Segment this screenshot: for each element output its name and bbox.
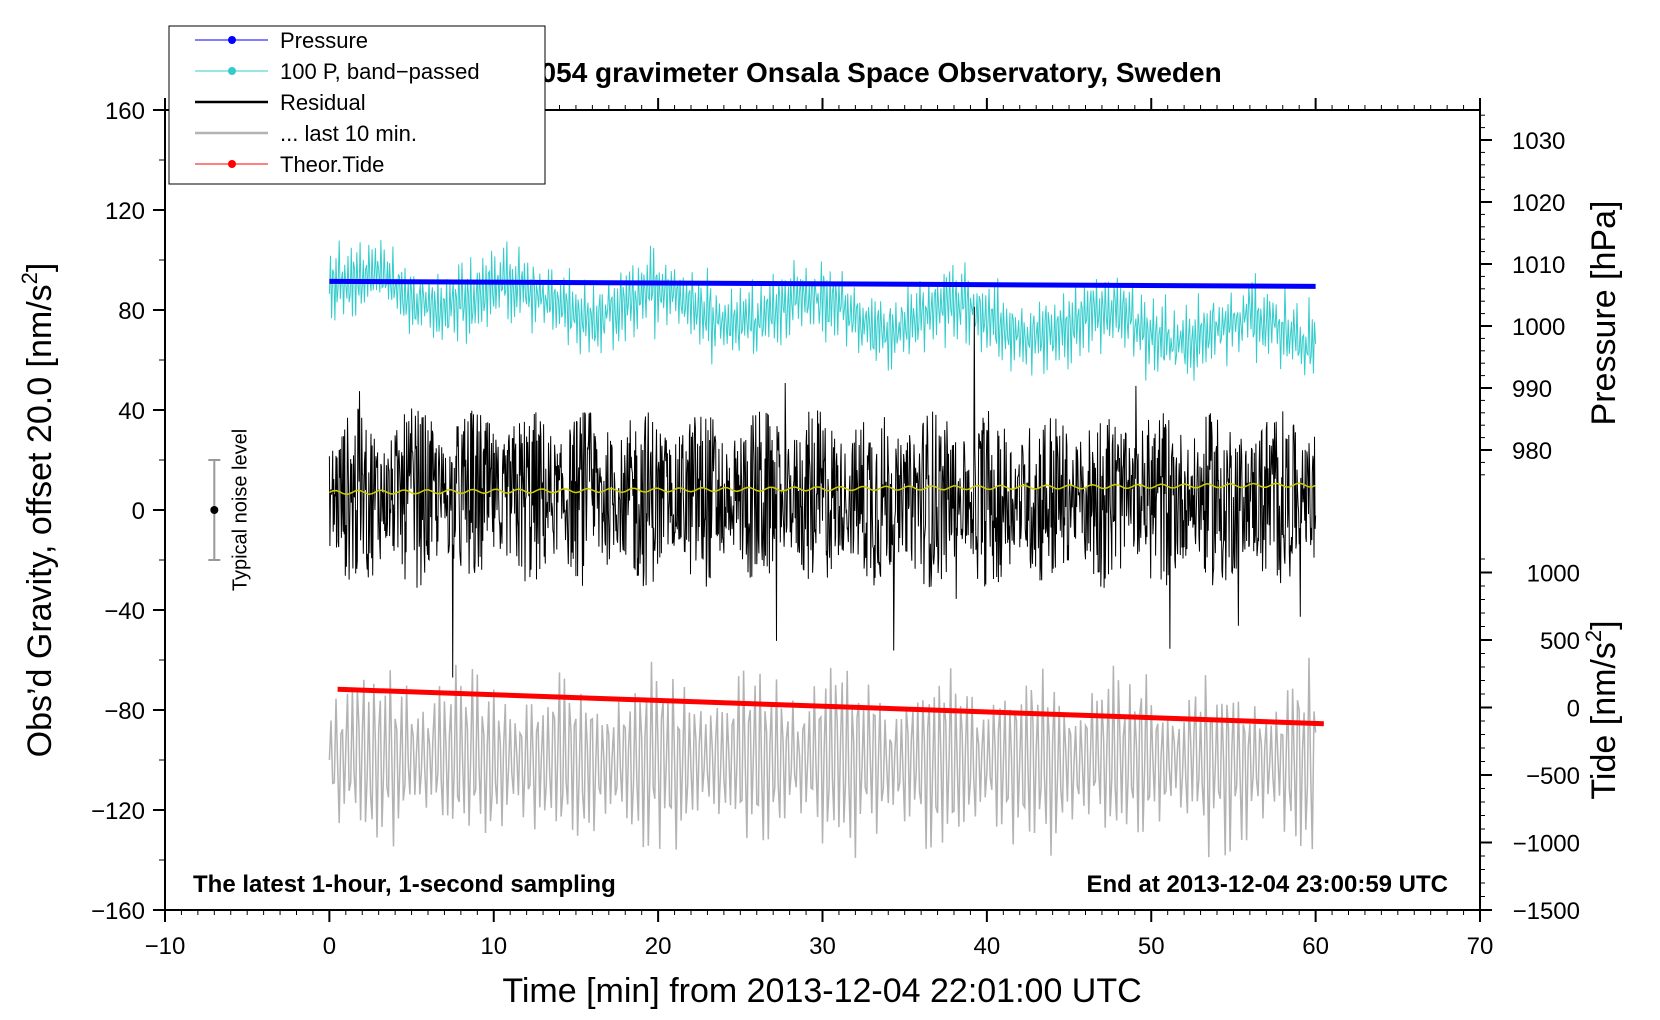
y-axis-label-tide-sup: 2 <box>1581 630 1606 642</box>
tide-tick-label: −1500 <box>1513 898 1580 925</box>
y-tick-label: −80 <box>104 698 145 725</box>
y-tick-label: 40 <box>118 398 145 425</box>
x-axis-label: Time [min] from 2013-12-04 22:01:00 UTC <box>502 972 1141 1010</box>
pressure-tick-label: 980 <box>1512 438 1552 465</box>
noise-bar-dot <box>210 506 219 514</box>
pressure-tick-label: 990 <box>1512 376 1552 403</box>
y-axis-label-tide-text: Tide [nm/s <box>1585 642 1623 799</box>
noise-bar-label: Typical noise level <box>229 429 251 591</box>
pressure-tick-label: 1010 <box>1512 252 1565 279</box>
y-tick-label: 0 <box>132 498 145 525</box>
y-axis-label-main: Obs’d Gravity, offset 20.0 [nm/s2] <box>17 263 59 758</box>
series-bandpassed-line <box>328 240 1317 381</box>
tide-tick-label: −1000 <box>1513 831 1580 858</box>
x-tick-label: −10 <box>145 933 186 960</box>
annotation-end-time: End at 2013-12-04 23:00:59 UTC <box>1087 871 1449 898</box>
legend-label: ... last 10 min. <box>280 121 417 146</box>
tide-tick-label: 1000 <box>1527 561 1580 588</box>
tide-tick-label: 500 <box>1540 628 1580 655</box>
series-layer: Typical noise level <box>208 240 1324 858</box>
legend-label: 100 P, band−passed <box>280 59 480 84</box>
y-tick-label: −40 <box>104 598 145 625</box>
y-axis-label-tide: Tide [nm/s2] <box>1581 620 1623 799</box>
y-tick-label: 80 <box>118 298 145 325</box>
legend-swatch-marker <box>228 36 236 44</box>
tide-tick-label: 0 <box>1567 696 1580 723</box>
series-last10min-line <box>328 657 1317 858</box>
legend-label: Pressure <box>280 28 368 53</box>
legend: Pressure 100 P, band−passed Residual ... la… <box>168 25 546 185</box>
y-tick-label: −160 <box>91 898 145 925</box>
legend-swatch-marker <box>228 67 236 75</box>
pressure-tick-label: 1030 <box>1512 128 1565 155</box>
legend-box <box>168 25 546 185</box>
legend-label: Residual <box>280 90 366 115</box>
x-tick-label: 10 <box>480 933 507 960</box>
x-tick-label: 60 <box>1302 933 1329 960</box>
chart-title: SCG_054 gravimeter Onsala Space Observat… <box>464 57 1221 88</box>
y-tick-label: −120 <box>91 798 145 825</box>
y-axis-label-tide-end: ] <box>1585 620 1623 629</box>
x-tick-label: 20 <box>645 933 672 960</box>
x-tick-label: 30 <box>809 933 836 960</box>
annotation-latest-hour: The latest 1-hour, 1-second sampling <box>193 871 616 898</box>
series-residual-line <box>328 306 1317 678</box>
series-pressure-line <box>329 278 1316 289</box>
y-axis-label-main-text: Obs’d Gravity, offset 20.0 [nm/s <box>21 284 59 757</box>
series-tide-line <box>337 686 1324 727</box>
tide-tick-label: −500 <box>1526 763 1580 790</box>
y-tick-label: 160 <box>105 98 145 125</box>
x-tick-label: 40 <box>974 933 1001 960</box>
x-tick-label: 50 <box>1138 933 1165 960</box>
x-tick-label: 0 <box>323 933 336 960</box>
legend-swatch-marker <box>228 160 236 168</box>
x-tick-label: 70 <box>1467 933 1494 960</box>
y-axis-label-pressure: Pressure [hPa] <box>1585 201 1623 426</box>
y-tick-label: 120 <box>105 198 145 225</box>
legend-label: Theor.Tide <box>280 152 384 177</box>
series-residual-smoothed-line <box>329 482 1316 496</box>
y-axis-label-main-sup: 2 <box>17 272 42 284</box>
pressure-tick-label: 1000 <box>1512 314 1565 341</box>
pressure-tick-label: 1020 <box>1512 190 1565 217</box>
axes-layer: −10 0 10 20 30 40 50 60 70−160−120−80−4004080120… <box>91 98 1580 960</box>
y-axis-label-main-end: ] <box>21 263 59 272</box>
